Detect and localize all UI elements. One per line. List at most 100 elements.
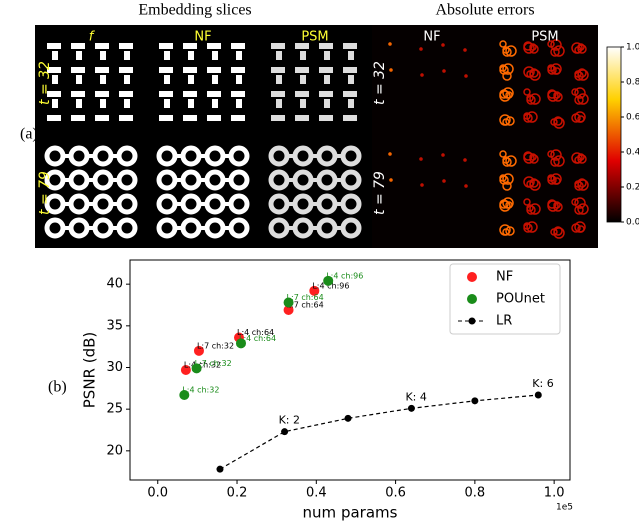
error-spot — [523, 151, 533, 161]
pattern-blob — [228, 169, 250, 191]
pattern-blob — [236, 51, 242, 60]
error-spot — [553, 155, 565, 167]
point-label: L:7 ch:32 — [197, 341, 234, 350]
pattern-blob — [124, 75, 130, 84]
y-tick-label: 40 — [106, 277, 123, 292]
error-spot — [547, 174, 555, 182]
x-tick-label: 0.6 — [385, 486, 406, 501]
x-tick-label: 0.2 — [227, 486, 248, 501]
pattern-blob — [309, 226, 321, 230]
pattern-blob — [173, 202, 185, 206]
pattern-blob — [300, 99, 306, 108]
legend-label: NF — [496, 270, 513, 285]
error-spot — [419, 47, 423, 51]
error-spot — [464, 184, 468, 188]
pattern-blob — [300, 51, 306, 60]
colorbar-tick-label: 1.0 — [626, 43, 639, 53]
pattern-blob — [183, 67, 197, 73]
pattern-blob — [309, 178, 321, 182]
pattern-blob — [188, 51, 194, 60]
column-label: NF — [194, 30, 211, 45]
row-label: t = 32 — [37, 61, 53, 105]
pattern-blob — [197, 154, 209, 158]
point-label: K: 2 — [279, 414, 300, 427]
error-spot — [547, 40, 555, 48]
pattern-blob — [124, 99, 130, 108]
column-label: PSM — [531, 30, 558, 45]
column-label: PSM — [301, 30, 328, 45]
pattern-blob — [61, 202, 73, 206]
error-spot — [550, 63, 562, 75]
point-label: L:7 ch:64 — [287, 293, 324, 302]
point-label: L:7 ch:64 — [287, 301, 324, 310]
error-spot — [441, 153, 445, 157]
pattern-blob — [324, 75, 330, 84]
plot-area — [129, 259, 571, 481]
point-label: L:4 ch:64 — [239, 334, 276, 343]
pattern-blob — [340, 193, 362, 215]
error-spot — [463, 158, 467, 162]
pattern-blob — [85, 226, 97, 230]
error-spot — [553, 201, 561, 209]
error-spot — [502, 197, 514, 209]
error-spot — [502, 181, 512, 191]
pattern-blob — [116, 217, 138, 239]
error-spot — [442, 179, 446, 183]
error-spot — [547, 199, 557, 209]
pattern-blob — [47, 43, 61, 49]
pattern-blob — [197, 226, 209, 230]
error-spot — [523, 66, 535, 78]
x-tick-label: 0.4 — [306, 486, 327, 501]
error-spot — [388, 42, 392, 46]
pattern-blob — [333, 226, 345, 230]
row-label: t = 79 — [372, 171, 388, 215]
error-spot — [420, 73, 424, 77]
error-spot — [499, 150, 507, 158]
slice-image — [35, 25, 372, 248]
error-spot — [529, 43, 537, 51]
data-point — [309, 285, 320, 296]
legend-marker — [467, 272, 477, 282]
pattern-blob — [116, 169, 138, 191]
pattern-blob — [188, 75, 194, 84]
pattern-blob — [159, 67, 173, 73]
pattern-blob — [164, 99, 170, 108]
error-spot — [526, 94, 534, 102]
colorbar-tick-label: 0.6 — [626, 113, 639, 123]
data-point — [193, 345, 204, 356]
error-spot — [464, 74, 468, 78]
error-spot — [463, 48, 467, 52]
error-spot — [547, 150, 555, 158]
error-spot — [502, 87, 514, 99]
colorbar-tick-label: 0.2 — [626, 183, 639, 193]
data-point — [283, 297, 294, 308]
legend-label: LR — [496, 314, 512, 329]
pattern-blob — [71, 91, 85, 97]
panel-title: Embedding slices — [138, 2, 251, 19]
pattern-blob — [52, 75, 58, 84]
pattern-blob — [333, 202, 345, 206]
pattern-blob — [276, 75, 282, 84]
pattern-blob — [324, 99, 330, 108]
data-point — [471, 397, 479, 405]
error-spot — [553, 91, 561, 99]
colorbar-tick-label: 0.8 — [626, 78, 639, 88]
error-spot — [502, 71, 512, 81]
pattern-blob — [271, 67, 285, 73]
x-tick-label: 0.0 — [147, 486, 168, 501]
pattern-blob — [207, 67, 221, 73]
pattern-blob — [119, 67, 133, 73]
row-label: t = 32 — [372, 61, 388, 105]
column-label: NF — [423, 30, 440, 45]
error-spot — [553, 226, 563, 236]
pattern-blob — [228, 193, 250, 215]
error-spot — [499, 40, 507, 48]
pattern-blob — [85, 178, 97, 182]
error-spot — [553, 45, 565, 57]
pattern-blob — [319, 115, 333, 121]
pattern-blob — [221, 154, 233, 158]
error-spot — [502, 156, 510, 164]
pattern-blob — [324, 51, 330, 60]
error-spot — [505, 226, 515, 236]
